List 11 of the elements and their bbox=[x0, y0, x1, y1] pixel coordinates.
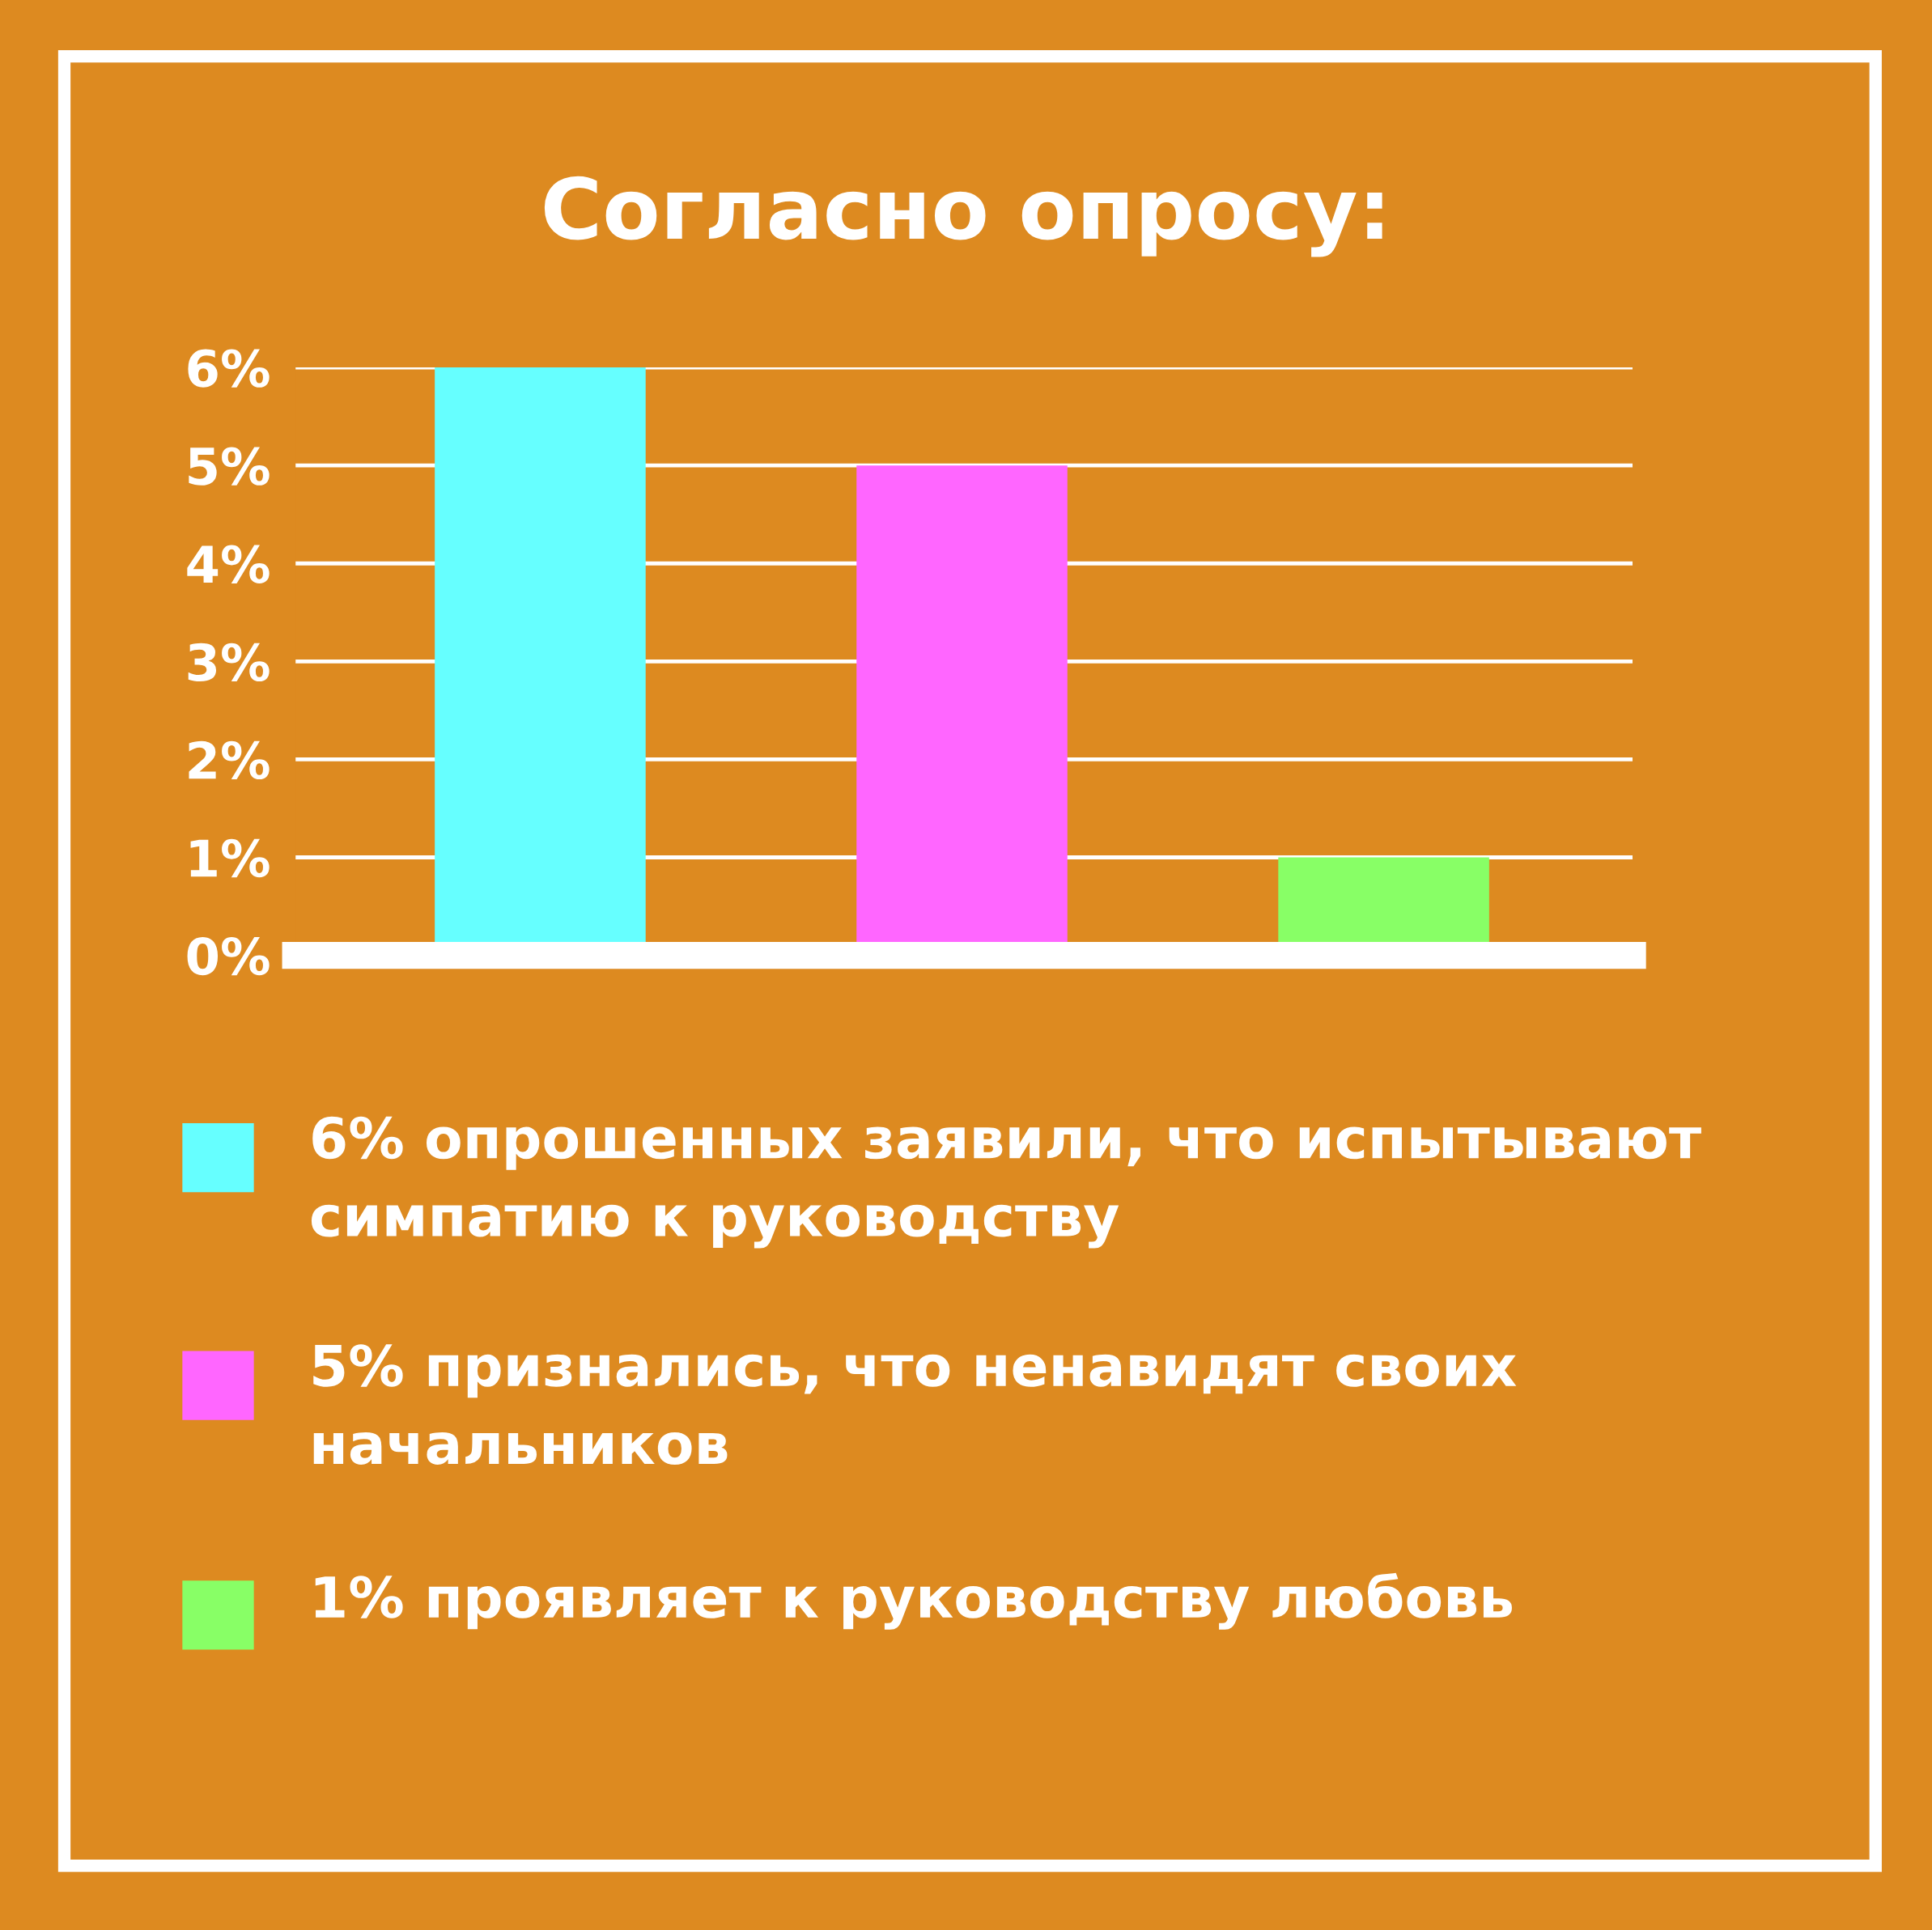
legend-label: 1% проявляет к руководству любовь bbox=[315, 1572, 1512, 1630]
y-tick-label: 5% bbox=[189, 447, 270, 486]
y-tick-label: 1% bbox=[190, 838, 270, 878]
y-tick-label: 4% bbox=[187, 545, 270, 583]
chart-title: Согласно опросу: bbox=[544, 176, 1382, 257]
y-tick-label: 6% bbox=[188, 349, 270, 388]
y-tick-label: 3% bbox=[188, 643, 270, 681]
y-tick-label: 0% bbox=[187, 936, 270, 976]
y-tick-label: 2% bbox=[189, 740, 270, 780]
legend-label: 6% опрошенных заявили, что испытывают симпатию к руководству bbox=[311, 1116, 1701, 1249]
legend-label: 5% признались, что ненавидят своих начальников bbox=[313, 1344, 1517, 1465]
